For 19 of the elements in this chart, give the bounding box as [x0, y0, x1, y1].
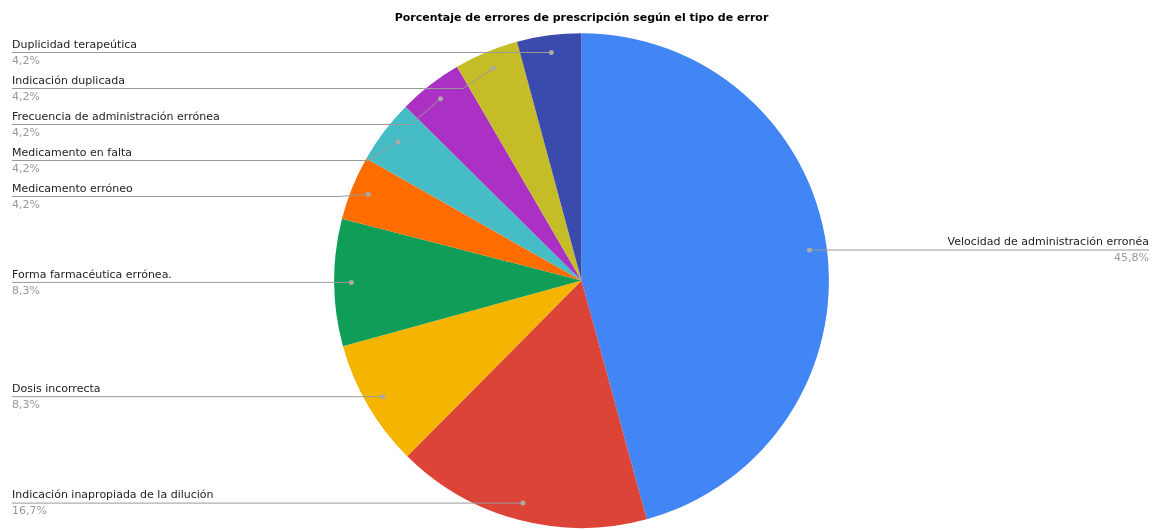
slice-label: Indicación duplicada	[12, 73, 125, 87]
data-label: 4,2%	[12, 125, 40, 139]
data-label: 45,8%	[1114, 251, 1149, 265]
data-label: 4,2%	[12, 89, 40, 103]
chart-title: Porcentaje de errores de prescripción según el tipo de error	[394, 11, 769, 25]
data-label: 8,3%	[12, 398, 40, 412]
slice-label: Duplicidad terapeútica	[12, 37, 138, 51]
data-label: 8,3%	[12, 283, 40, 297]
slice-label: Dosis incorrecta	[12, 382, 101, 396]
data-label: 4,2%	[12, 161, 40, 175]
slice-label: Frecuencia de administración errónea	[12, 109, 220, 123]
slice-label: Medicamento erróneo	[12, 181, 133, 195]
data-label: 16,7%	[12, 504, 47, 518]
slice-label: Forma farmacéutica errónea.	[12, 267, 172, 281]
data-label: 4,2%	[12, 53, 40, 67]
slice-label: Velocidad de administración erronéa	[947, 235, 1149, 249]
slice-label: Indicación inapropiada de la dilución	[12, 488, 214, 502]
slice-label: Medicamento en falta	[12, 145, 133, 159]
data-label: 4,2%	[12, 197, 40, 211]
